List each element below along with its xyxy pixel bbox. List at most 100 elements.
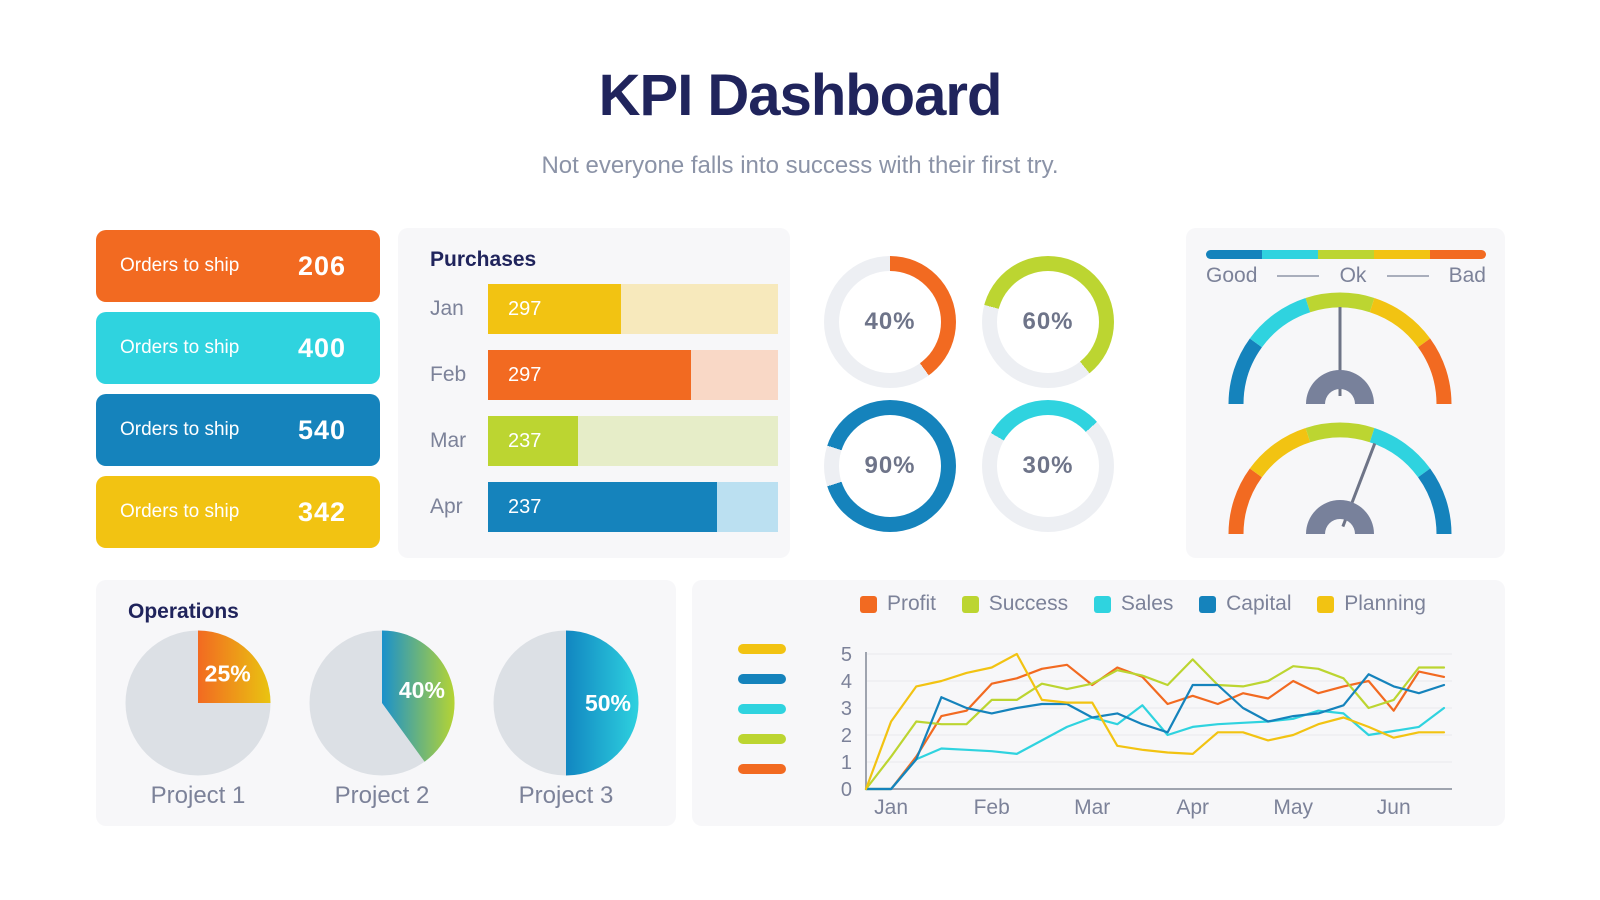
order-card-value: 400 — [297, 332, 346, 363]
y-tick-label: 3 — [841, 698, 852, 720]
purchases-bar-value: 237 — [508, 495, 542, 518]
order-card-label: Orders to ship — [120, 419, 240, 440]
legend-item: Sales — [1093, 592, 1174, 616]
progress-donut: 90% — [824, 400, 956, 532]
legend-label: Planning — [1344, 592, 1426, 615]
order-card-value: 206 — [297, 250, 346, 281]
pie-value-label: 40% — [399, 677, 445, 703]
purchases-panel: Purchases Jan 297 Feb 297 Mar 237 Apr 237 — [398, 228, 790, 558]
gauge-scale-labels: Good Ok Bad — [1206, 264, 1486, 288]
side-dash-swatches — [738, 644, 786, 774]
gauge-scale-segment — [1430, 250, 1486, 259]
series-line-capital — [864, 673, 1446, 791]
donut-hole: 30% — [997, 415, 1099, 517]
legend-swatch — [1093, 595, 1111, 613]
series-line-profit — [864, 663, 1446, 791]
legend-swatch — [860, 595, 877, 613]
gauge-scale-segment — [1318, 250, 1374, 259]
legend-item: Capital — [1199, 592, 1292, 616]
donut-value-label: 40% — [864, 308, 916, 335]
gauge-arc-segment — [1417, 468, 1452, 535]
pie-project-label: Project 1 — [150, 782, 246, 809]
progress-donut: 30% — [982, 400, 1114, 532]
order-card-value: 342 — [297, 496, 346, 527]
pie-slice — [566, 630, 639, 776]
gauge-arc-segment — [1369, 427, 1431, 478]
x-tick-label: Mar — [1074, 796, 1110, 819]
order-cards: Orders to ship 206 Orders to ship 400 Orders… — [96, 230, 380, 548]
purchases-bar-fill: 237 — [488, 482, 718, 532]
gauge-arc-segment — [1249, 297, 1311, 348]
gauge-arc-segment — [1249, 427, 1311, 478]
separator-line — [1277, 275, 1320, 277]
donut-value-label: 90% — [864, 452, 916, 479]
order-card-label: Orders to ship — [120, 255, 240, 276]
gauge-scale-segment — [1206, 250, 1262, 259]
project-pie: 40% Project 2 — [309, 630, 455, 810]
project-pie: 25% Project 1 — [125, 630, 271, 810]
line-chart: 0 1 2 3 4 5 Jan Feb Mar Apr May Jun — [841, 644, 1452, 819]
order-card: Orders to ship 540 — [96, 394, 380, 466]
gauge-arc-segment — [1228, 338, 1263, 405]
pie-project-label: Project 3 — [518, 782, 614, 809]
purchases-month-label: Apr — [430, 495, 463, 518]
operations-title: Operations — [128, 600, 239, 623]
pie-value-label: 25% — [205, 660, 251, 686]
line-chart-panel: Profit Success Sales Capital Planning 0 1 2 3 4 5… — [692, 580, 1505, 826]
series-line-planning — [864, 652, 1446, 791]
purchases-bar-value: 237 — [508, 429, 542, 452]
pie-chart: 50% — [493, 630, 639, 776]
progress-donuts: 40% 60% 90% 30% — [824, 256, 1114, 532]
gauge — [1228, 292, 1452, 405]
gauge-arc-segment — [1305, 422, 1375, 443]
y-tick-label: 0 — [841, 779, 852, 801]
purchases-month-label: Mar — [430, 429, 467, 452]
progress-donut: 60% — [982, 256, 1114, 388]
legend-label: Capital — [1226, 592, 1292, 615]
gauge-hub — [1306, 500, 1374, 534]
order-card: Orders to ship 206 — [96, 230, 380, 302]
x-tick-label: May — [1273, 796, 1313, 819]
project-pie: 50% Project 3 — [493, 630, 639, 810]
x-tick-label: Feb — [974, 796, 1010, 819]
project-pies: 25% Project 1 40% Project 2 50% Project … — [125, 630, 639, 810]
legend-item: Planning — [1317, 592, 1426, 616]
legend-swatch — [1199, 595, 1217, 613]
purchases-bar-track: 297 — [488, 284, 778, 334]
legend-swatch — [1317, 595, 1335, 613]
gauge-arc-segment — [1369, 297, 1431, 348]
legend-label: Sales — [1120, 592, 1174, 615]
dash-swatch — [738, 704, 786, 714]
series-line-sales — [864, 704, 1446, 791]
gauges-panel: Good Ok Bad — [1186, 228, 1505, 558]
purchases-bar-value: 297 — [508, 363, 542, 386]
purchases-bar-track: 237 — [488, 416, 778, 466]
dash-swatch — [738, 644, 786, 654]
legend-swatch — [961, 595, 979, 613]
order-card-label: Orders to ship — [120, 337, 240, 358]
gauge-arc-segment — [1228, 468, 1263, 535]
donut-hole: 90% — [839, 415, 941, 517]
gauge-scale-segment — [1374, 250, 1430, 259]
order-card-value: 540 — [297, 414, 346, 445]
purchases-title: Purchases — [430, 248, 537, 271]
series-line-success — [864, 658, 1446, 791]
purchases-row: Feb 297 — [416, 350, 778, 400]
page-subtitle: Not everyone falls into success with the… — [541, 152, 1059, 179]
pie-chart: 40% — [309, 630, 455, 776]
separator-line — [1386, 275, 1429, 277]
y-tick-label: 2 — [841, 725, 852, 747]
y-tick-label: 1 — [841, 752, 852, 774]
purchases-bar-track: 237 — [488, 482, 778, 532]
pie-project-label: Project 2 — [334, 782, 430, 809]
order-card: Orders to ship 400 — [96, 312, 380, 384]
pie-chart: 25% — [125, 630, 271, 776]
line-chart-legend: Profit Success Sales Capital Planning — [860, 592, 1426, 616]
y-tick-label: 5 — [841, 644, 852, 666]
purchases-row: Apr 237 — [416, 482, 778, 532]
legend-label: Profit — [887, 592, 937, 615]
operations-panel: Operations 25% Project 1 40% Project 2 — [96, 580, 676, 826]
donut-value-label: 60% — [1022, 308, 1074, 335]
gauge-list — [1220, 288, 1460, 540]
